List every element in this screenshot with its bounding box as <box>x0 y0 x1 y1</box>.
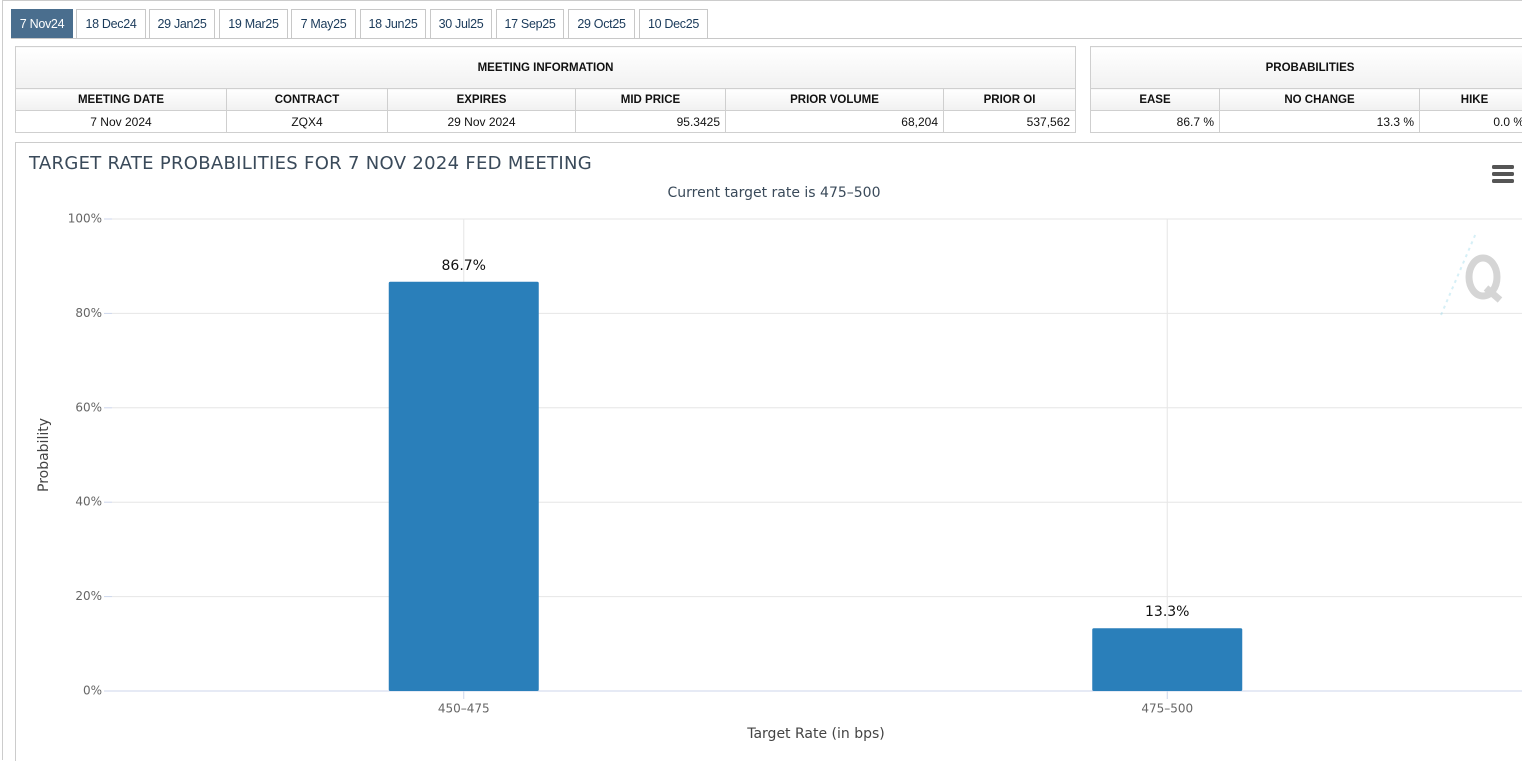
tab[interactable]: 18 Dec24 <box>76 9 146 38</box>
bar <box>1092 628 1242 691</box>
menu-button[interactable] <box>1492 165 1514 183</box>
x-tick-label: 450–475 <box>438 702 490 716</box>
group-header-row: PROBABILITIES <box>1091 47 1522 89</box>
column-header: CONTRACT <box>227 89 388 111</box>
y-axis-title: Probability <box>36 418 52 492</box>
y-tick-label: 20% <box>75 589 102 603</box>
tab-divider <box>11 38 1522 39</box>
group-header-row: MEETING INFORMATION <box>16 47 1076 89</box>
column-header: MID PRICE <box>576 89 726 111</box>
tab[interactable]: 10 Dec25 <box>639 9 708 38</box>
y-tick-label: 80% <box>75 306 102 320</box>
column-header: MEETING DATE <box>16 89 227 111</box>
tab[interactable]: 19 Mar25 <box>219 9 288 38</box>
cell: 13.3 % <box>1220 111 1420 133</box>
y-tick-label: 100% <box>68 212 102 226</box>
column-header: PRIOR OI <box>944 89 1076 111</box>
x-tick-label: 475–500 <box>1141 702 1193 716</box>
value-label: 86.7% <box>442 258 486 274</box>
column-header: HIKE <box>1420 89 1522 111</box>
x-axis-title: Target Rate (in bps) <box>746 726 885 742</box>
watermark-logo <box>1441 233 1500 315</box>
column-header: PRIOR VOLUME <box>726 89 944 111</box>
y-tick-label: 0% <box>83 684 102 698</box>
chart: TARGET RATE PROBABILITIES FOR 7 NOV 2024… <box>16 143 1522 761</box>
value-label: 13.3% <box>1145 604 1189 620</box>
cell: 537,562 <box>944 111 1076 133</box>
y-tick-label: 60% <box>75 400 102 414</box>
cell: 95.3425 <box>576 111 726 133</box>
chart-panel: TARGET RATE PROBABILITIES FOR 7 NOV 2024… <box>15 142 1522 761</box>
cell: ZQX4 <box>227 111 388 133</box>
menu-bar <box>1492 179 1514 183</box>
tab[interactable]: 7 May25 <box>291 9 356 38</box>
tab[interactable]: 7 Nov24 <box>11 9 73 38</box>
menu-bar <box>1492 165 1514 169</box>
bar <box>389 282 539 691</box>
tab[interactable]: 17 Sep25 <box>496 9 564 38</box>
column-header: EXPIRES <box>388 89 576 111</box>
tab[interactable]: 30 Jul25 <box>430 9 492 38</box>
group-header: MEETING INFORMATION <box>16 47 1076 89</box>
cell: 7 Nov 2024 <box>16 111 227 133</box>
tab[interactable]: 18 Jun25 <box>360 9 426 38</box>
tab[interactable]: 29 Jan25 <box>149 9 215 38</box>
y-tick-label: 40% <box>75 495 102 509</box>
column-header: NO CHANGE <box>1220 89 1420 111</box>
cell: 68,204 <box>726 111 944 133</box>
menu-bar <box>1492 172 1514 176</box>
chart-title: TARGET RATE PROBABILITIES FOR 7 NOV 2024… <box>28 153 592 174</box>
cell: 86.7 % <box>1091 111 1220 133</box>
chart-subtitle: Current target rate is 475–500 <box>667 185 880 201</box>
data-row: 86.7 %13.3 %0.0 % <box>1091 111 1522 133</box>
column-header: EASE <box>1091 89 1220 111</box>
cell: 0.0 % <box>1420 111 1522 133</box>
cell: 29 Nov 2024 <box>388 111 576 133</box>
group-header: PROBABILITIES <box>1091 47 1522 89</box>
tab[interactable]: 29 Oct25 <box>568 9 635 38</box>
